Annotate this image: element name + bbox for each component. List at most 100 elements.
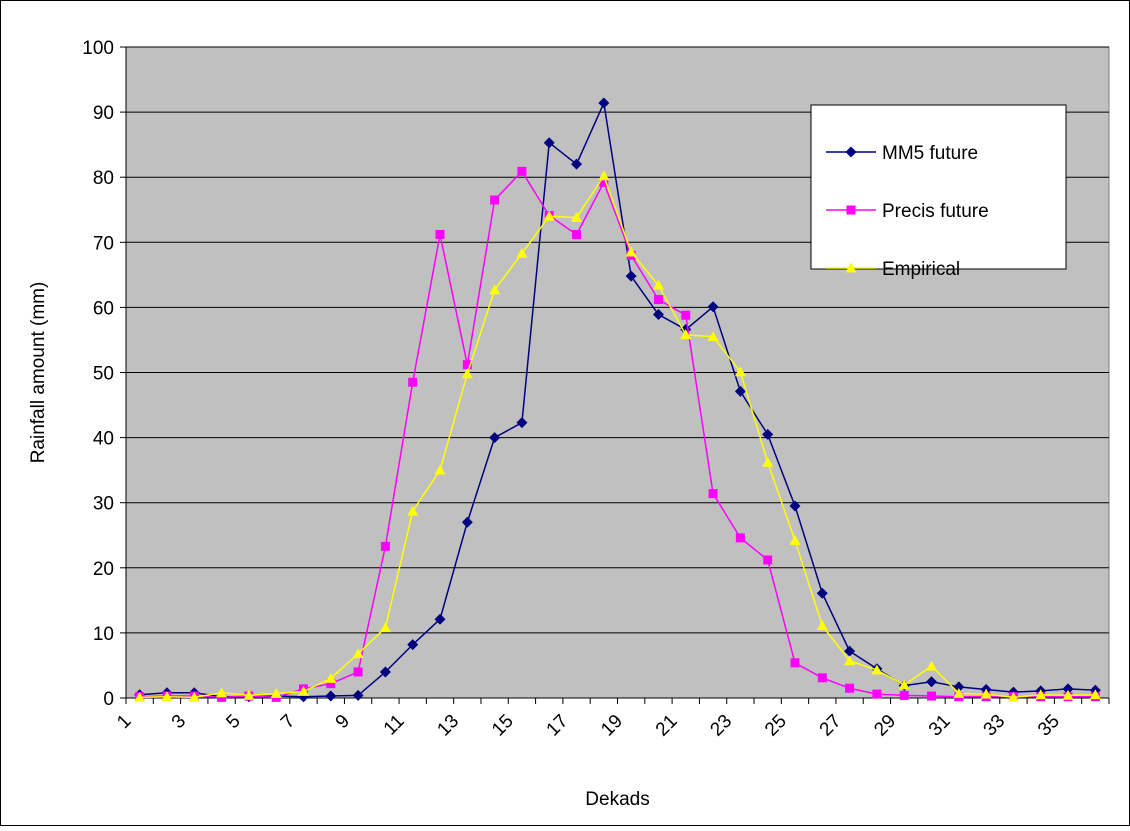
legend-item: Empirical: [826, 259, 960, 280]
data-point: [789, 500, 801, 512]
y-tick-label: 0: [103, 689, 114, 710]
data-point: [326, 679, 336, 689]
data-point: [353, 667, 363, 677]
y-tick-label: 40: [93, 429, 114, 450]
data-point: [789, 534, 801, 545]
data-point: [680, 329, 692, 340]
data-point: [434, 464, 446, 475]
data-point: [516, 417, 528, 429]
y-tick-label: 80: [93, 168, 114, 189]
legend-box: [810, 104, 1067, 270]
data-point: [735, 533, 745, 543]
data-point: [217, 692, 227, 702]
y-axis-label: Rainfall amount (mm): [28, 282, 49, 464]
data-point: [762, 428, 774, 440]
data-point: [926, 660, 938, 671]
data-point: [598, 97, 610, 109]
data-point: [325, 690, 337, 702]
data-point: [899, 690, 909, 700]
data-point: [652, 309, 664, 321]
data-point: [762, 456, 774, 467]
data-point: [489, 432, 501, 444]
series-line: [139, 170, 1096, 699]
data-point: [845, 683, 855, 693]
data-point: [817, 673, 827, 683]
data-point: [707, 301, 719, 313]
data-point: [980, 688, 992, 699]
data-point: [352, 648, 364, 659]
data-point: [243, 689, 255, 700]
data-point: [134, 691, 146, 702]
data-point: [352, 689, 364, 701]
data-point: [516, 247, 528, 258]
data-point: [543, 210, 555, 221]
data-point: [543, 137, 555, 149]
data-point: [216, 687, 228, 698]
data-point: [652, 279, 664, 290]
data-point: [462, 360, 472, 370]
data-point: [380, 541, 390, 551]
data-point: [816, 587, 828, 599]
data-point: [407, 639, 419, 651]
data-point: [598, 170, 610, 181]
data-point: [708, 489, 718, 499]
data-point: [734, 366, 746, 377]
legend-marker: [845, 146, 857, 158]
data-point: [434, 613, 446, 625]
data-point: [599, 177, 609, 187]
data-point: [408, 377, 418, 387]
data-point: [1035, 689, 1047, 700]
data-point: [1062, 689, 1074, 700]
data-point: [653, 295, 663, 305]
y-tick-label: 60: [93, 298, 114, 319]
legend-label: MM5 future: [882, 143, 978, 164]
data-point: [407, 505, 419, 516]
y-tick-label: 70: [93, 233, 114, 254]
data-point: [763, 555, 773, 565]
data-point: [1089, 689, 1101, 700]
data-point: [379, 666, 391, 678]
data-point: [844, 655, 856, 666]
data-point: [572, 229, 582, 239]
series-line: [139, 174, 1096, 699]
data-point: [297, 685, 309, 696]
legend-label: Empirical: [882, 259, 960, 280]
data-point: [898, 679, 910, 690]
data-point: [1062, 683, 1074, 695]
legend-item: Precis future: [826, 201, 989, 222]
legend-label: Precis future: [882, 201, 989, 222]
data-point: [461, 516, 473, 528]
data-point: [517, 166, 527, 176]
data-point: [734, 385, 746, 397]
data-point: [871, 664, 883, 675]
data-point: [379, 622, 391, 633]
data-point: [490, 195, 500, 205]
legend-marker: [845, 262, 857, 273]
data-point: [681, 310, 691, 320]
data-point: [1007, 691, 1019, 702]
data-point: [790, 658, 800, 668]
data-point: [435, 229, 445, 239]
data-point: [707, 331, 719, 342]
data-point: [953, 687, 965, 698]
legend-marker: [846, 205, 856, 215]
data-point: [188, 691, 200, 702]
data-point: [872, 689, 882, 699]
y-tick-label: 10: [93, 624, 114, 645]
y-tick-label: 30: [93, 494, 114, 515]
x-axis-label: Dekads: [585, 789, 649, 810]
data-point: [926, 676, 938, 688]
data-point: [844, 645, 856, 657]
data-point: [161, 691, 173, 702]
legend-item: MM5 future: [826, 143, 978, 164]
series-empirical: [134, 170, 1101, 702]
y-tick-label: 90: [93, 103, 114, 124]
data-point: [571, 158, 583, 170]
legend: MM5 future Precis future Empirical: [810, 104, 1067, 280]
y-axis-ticks: 0 10 20 30 40 50 60 70 80 90 100: [82, 38, 126, 710]
data-point: [489, 284, 501, 295]
y-tick-label: 100: [82, 38, 114, 59]
data-point: [927, 691, 937, 701]
